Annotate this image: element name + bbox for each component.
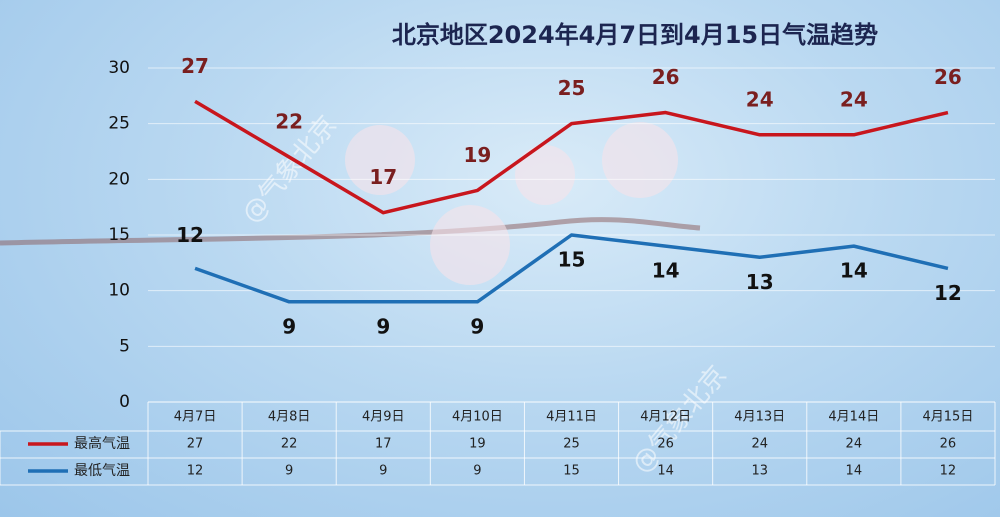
x-tick-label: 4月12日 <box>640 410 691 425</box>
table-cell: 14 <box>657 464 674 479</box>
table-cell: 24 <box>751 437 768 452</box>
data-label: 22 <box>275 110 303 134</box>
table-cell: 24 <box>846 437 863 452</box>
data-label: 19 <box>463 143 491 167</box>
data-label: 17 <box>369 165 397 189</box>
table-cell: 25 <box>563 437 580 452</box>
blossom-decoration <box>345 125 415 195</box>
table-cell: 17 <box>375 437 392 452</box>
data-label: 27 <box>181 54 209 78</box>
table-cell: 14 <box>846 464 863 479</box>
x-tick-label: 4月13日 <box>734 410 785 425</box>
blossom-decoration <box>430 205 510 285</box>
table-cell: 22 <box>281 437 298 452</box>
blossom-decoration <box>602 122 678 198</box>
table-cell: 13 <box>751 464 768 479</box>
x-tick-label: 4月14日 <box>828 410 879 425</box>
y-tick-label: 5 <box>119 336 130 356</box>
line-series <box>194 233 949 304</box>
legend-label: 最低气温 <box>74 463 130 479</box>
x-tick-label: 4月15日 <box>923 410 974 425</box>
data-label: 25 <box>558 76 586 100</box>
table-cell: 9 <box>473 464 481 479</box>
data-label: 24 <box>840 87 868 111</box>
table-cell: 15 <box>563 464 580 479</box>
x-tick-label: 4月10日 <box>452 410 503 425</box>
table-cell: 9 <box>285 464 293 479</box>
y-tick-label: 30 <box>108 58 130 78</box>
table-cell: 9 <box>379 464 387 479</box>
data-label: 14 <box>652 259 680 283</box>
data-label: 12 <box>934 281 962 305</box>
blossom-decoration <box>515 145 575 205</box>
x-tick-label: 4月9日 <box>362 410 405 425</box>
chart-title: 北京地区2024年4月7日到4月15日气温趋势 <box>392 21 878 49</box>
table-cell: 26 <box>657 437 674 452</box>
data-label: 9 <box>282 314 296 338</box>
y-tick-label: 25 <box>108 114 130 134</box>
y-tick-label: 15 <box>108 225 130 245</box>
x-tick-label: 4月11日 <box>546 410 597 425</box>
table-cell: 19 <box>469 437 486 452</box>
data-label: 26 <box>934 65 962 89</box>
legend-label: 最高气温 <box>74 435 130 452</box>
table-cell: 12 <box>187 464 204 479</box>
data-label: 12 <box>176 223 204 247</box>
y-tick-label: 20 <box>108 169 130 189</box>
data-label: 26 <box>652 65 680 89</box>
data-label: 15 <box>558 248 586 272</box>
data-label: 9 <box>376 314 390 338</box>
table-cell: 27 <box>187 437 204 452</box>
table-cell: 26 <box>940 437 957 452</box>
x-tick-label: 4月7日 <box>174 410 217 425</box>
data-label: 13 <box>746 270 774 294</box>
table-cell: 12 <box>940 464 957 479</box>
data-label: 14 <box>840 259 868 283</box>
y-tick-label: 10 <box>108 281 130 301</box>
data-label: 9 <box>470 314 484 338</box>
x-tick-label: 4月8日 <box>268 410 311 425</box>
line-series <box>194 99 949 215</box>
data-label: 24 <box>746 87 774 111</box>
y-tick-label: 0 <box>119 392 130 412</box>
